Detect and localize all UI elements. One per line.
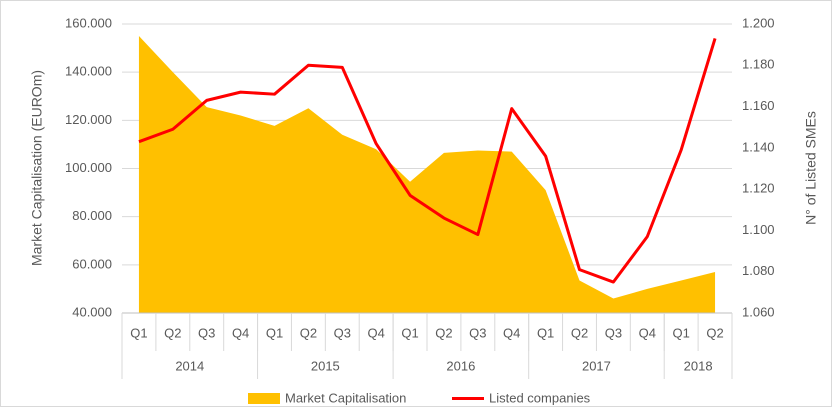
y2-tick-label: 1.140	[742, 139, 775, 154]
x-tick-label: Q2	[164, 325, 181, 340]
y2-axis-title: N° of Listed SMEs	[803, 111, 819, 225]
x-tick-label: Q3	[469, 325, 486, 340]
x-tick-label: Q3	[198, 325, 215, 340]
x-tick-label: Q4	[232, 325, 249, 340]
y2-tick-label: 1.200	[742, 15, 775, 30]
y2-tick-label: 1.180	[742, 57, 775, 72]
line	[138, 38, 717, 284]
y-tick-label: 120.000	[65, 112, 112, 127]
y2-tick-label: 1.100	[742, 222, 775, 237]
x-tick-label: Q1	[537, 325, 554, 340]
y-tick-label: 40.000	[72, 304, 112, 319]
y-tick-label: 140.000	[65, 64, 112, 79]
y-tick-label: 60.000	[72, 256, 112, 271]
year-label: 2015	[311, 358, 340, 373]
y2-tick-label: 1.060	[742, 304, 775, 319]
x-tick-label: Q1	[130, 325, 147, 340]
y-tick-label: 100.000	[65, 160, 112, 175]
area	[138, 36, 716, 314]
year-label: 2018	[684, 358, 713, 373]
x-tick-label: Q1	[401, 325, 418, 340]
x-tick-label: Q4	[639, 325, 656, 340]
y-tick-label: 160.000	[65, 15, 112, 30]
x-tick-label: Q2	[571, 325, 588, 340]
x-tick-label: Q2	[435, 325, 452, 340]
x-tick-label: Q1	[266, 325, 283, 340]
x-tick-label: Q3	[605, 325, 622, 340]
year-label: 2014	[175, 358, 204, 373]
legend-swatch	[248, 393, 280, 404]
x-tick-label: Q4	[367, 325, 384, 340]
x-tick-label: Q1	[672, 325, 689, 340]
x-tick-label: Q2	[706, 325, 723, 340]
x-tick-label: Q3	[334, 325, 351, 340]
y2-tick-label: 1.080	[742, 263, 775, 278]
legend-label: Listed companies	[489, 390, 591, 405]
year-label: 2017	[582, 358, 611, 373]
y-tick-label: 80.000	[72, 208, 112, 223]
y2-tick-label: 1.160	[742, 98, 775, 113]
x-tick-label: Q4	[503, 325, 520, 340]
year-label: 2016	[446, 358, 475, 373]
y2-tick-label: 1.120	[742, 181, 775, 196]
y-axis-title: Market Capitalisation (EUROm)	[29, 70, 45, 266]
x-tick-label: Q2	[300, 325, 317, 340]
legend-label: Market Capitalisation	[285, 390, 406, 405]
